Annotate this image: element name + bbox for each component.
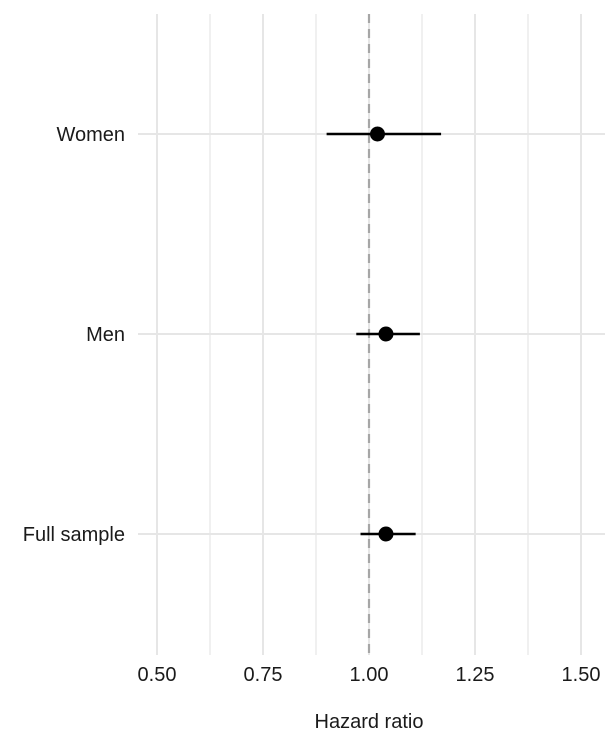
x-axis-title: Hazard ratio xyxy=(315,711,424,733)
point-estimate xyxy=(378,526,394,542)
point-estimate xyxy=(378,326,394,342)
y-tick-label: Women xyxy=(56,124,125,146)
y-axis-tick-labels: Women Men Full sample xyxy=(23,124,125,546)
x-tick-label: 1.25 xyxy=(456,664,495,686)
x-tick-label: 1.50 xyxy=(562,664,601,686)
x-axis-tick-labels: 0.50 0.75 1.00 1.25 1.50 xyxy=(138,664,601,686)
x-tick-label: 1.00 xyxy=(350,664,389,686)
x-tick-label: 0.50 xyxy=(138,664,177,686)
x-tick-label: 0.75 xyxy=(244,664,283,686)
estimates xyxy=(326,126,442,542)
y-tick-label: Full sample xyxy=(23,524,125,546)
point-estimate xyxy=(369,126,385,142)
y-tick-label: Men xyxy=(86,324,125,346)
